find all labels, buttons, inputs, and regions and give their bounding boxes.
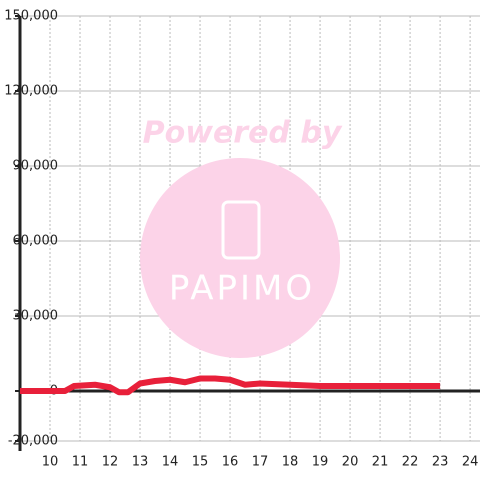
x-tick-label: 18	[282, 455, 299, 470]
y-tick-label: 60,000	[13, 234, 59, 249]
x-tick-label: 23	[432, 455, 449, 470]
y-tick-label: 150,000	[4, 9, 58, 24]
y-tick-label: 30,000	[13, 309, 59, 324]
x-tick-label: 14	[162, 455, 179, 470]
x-tick-label: 21	[372, 455, 389, 470]
x-tick-label: 12	[102, 455, 119, 470]
y-tick-label: -20,000	[8, 434, 58, 449]
x-tick-label: 11	[72, 455, 89, 470]
x-tick-label: 15	[192, 455, 209, 470]
data-line	[20, 375, 441, 396]
x-tick-label: 16	[222, 455, 239, 470]
x-tick-label: 10	[42, 455, 59, 470]
x-tick-label: 20	[342, 455, 359, 470]
x-tick-label: 22	[402, 455, 419, 470]
y-tick-label: 90,000	[13, 159, 59, 174]
x-tick-label: 13	[132, 455, 149, 470]
x-tick-label: 19	[312, 455, 329, 470]
y-tick-label: 120,000	[4, 84, 58, 99]
watermark-top: Powered by	[143, 116, 343, 151]
watermark: Powered by PAPIMO	[140, 116, 343, 358]
x-tick-label: 24	[462, 455, 479, 470]
watermark-logo: PAPIMO	[169, 269, 315, 309]
watermark-icon	[221, 200, 261, 260]
x-tick-label: 17	[252, 455, 269, 470]
